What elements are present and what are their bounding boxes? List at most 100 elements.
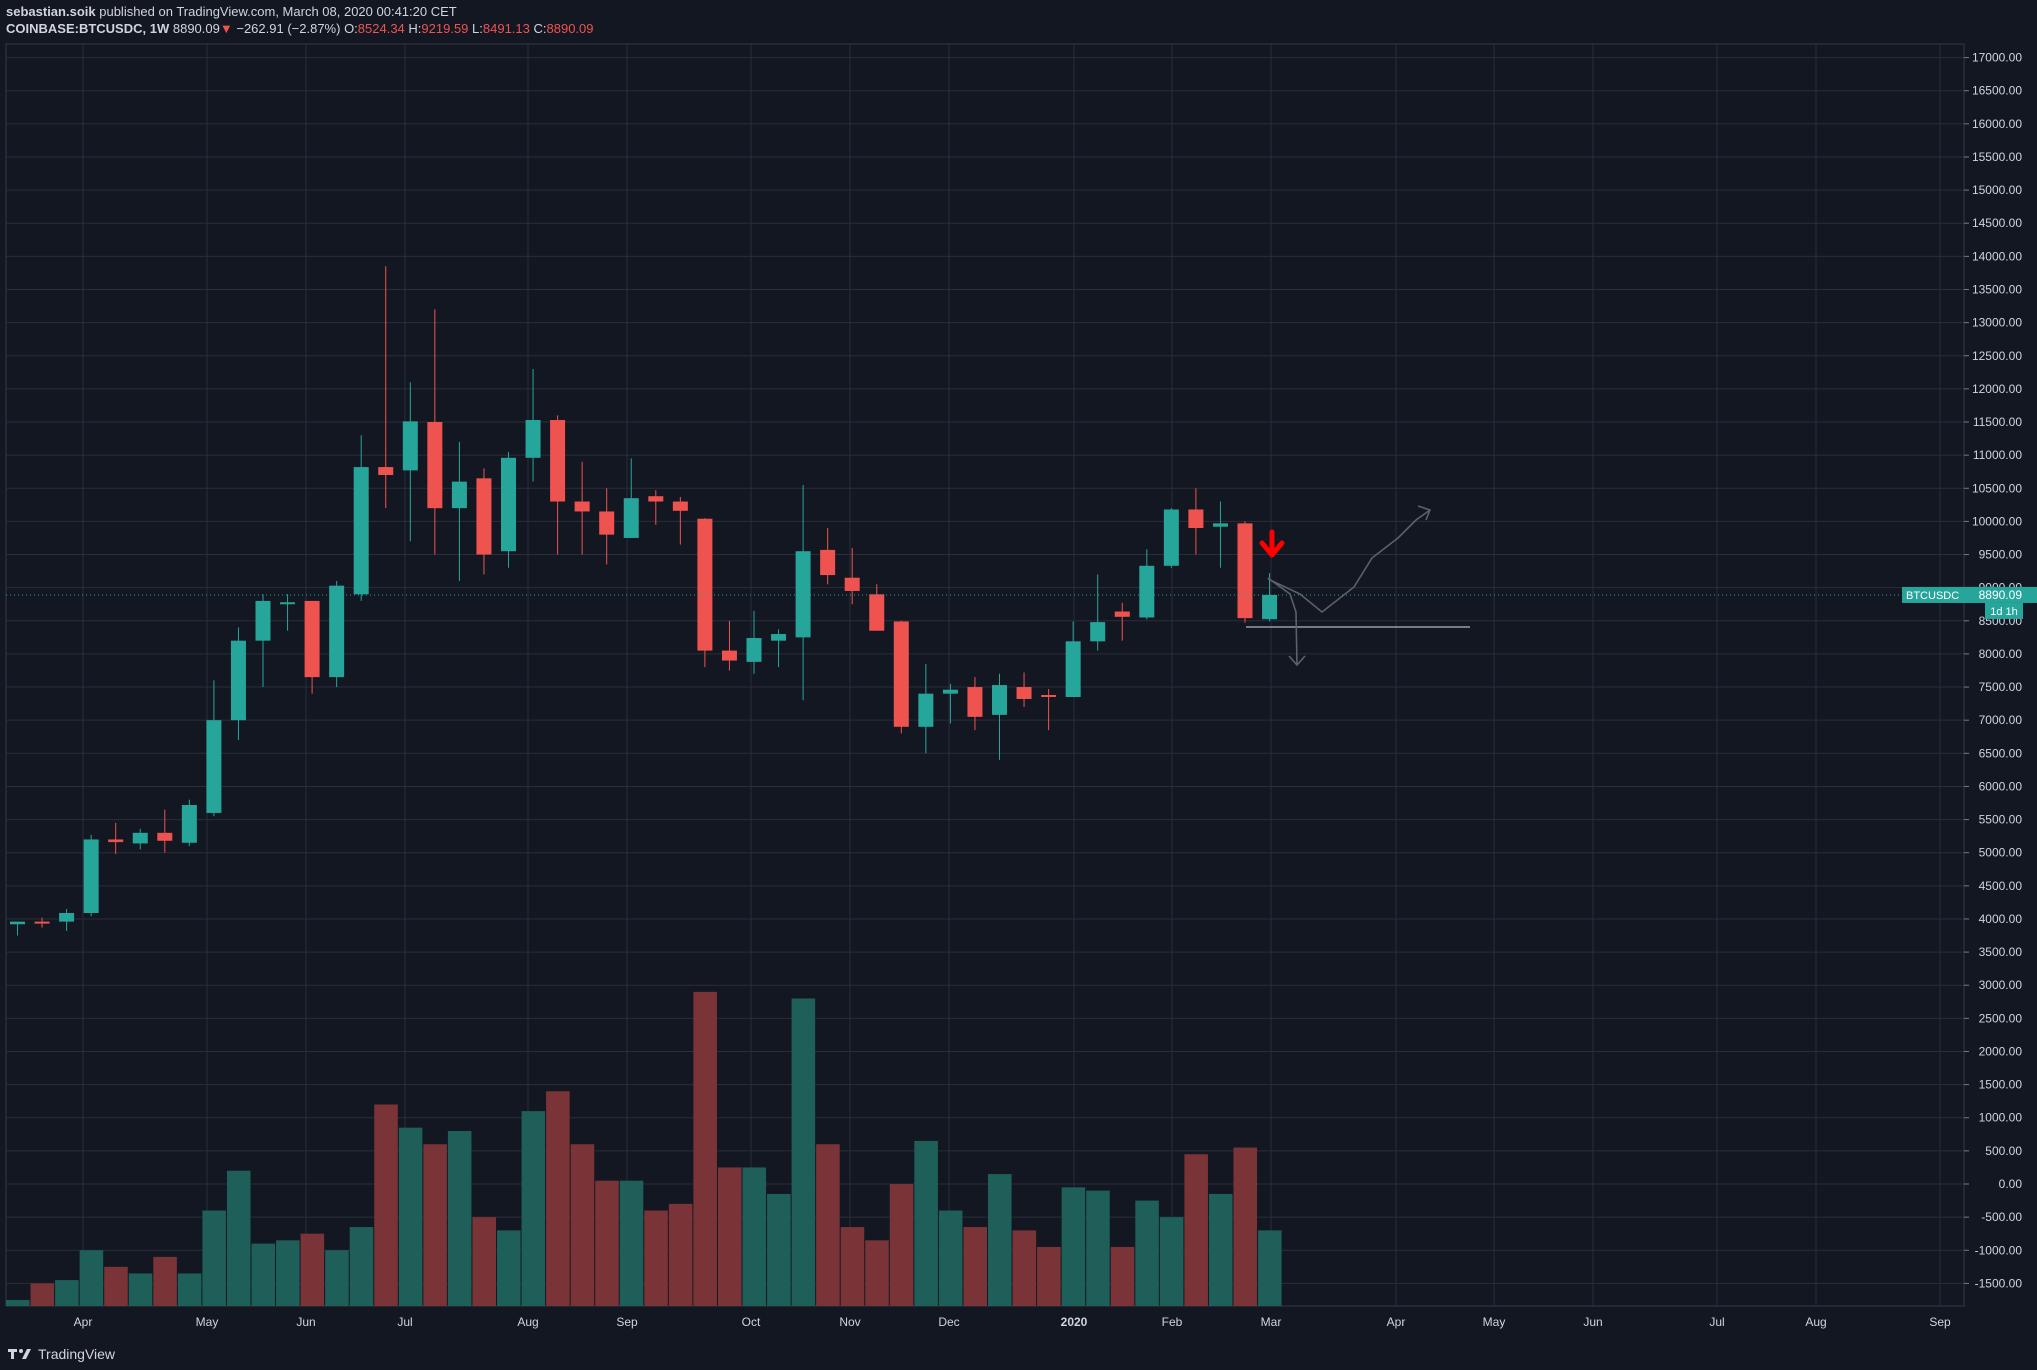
volume-bar[interactable] xyxy=(226,1170,251,1306)
volume-bar[interactable] xyxy=(55,1280,79,1306)
candle-body[interactable] xyxy=(721,650,737,661)
volume-bar[interactable] xyxy=(1135,1200,1159,1306)
volume-bar[interactable] xyxy=(988,1174,1012,1306)
tradingview-brand[interactable]: TradingView xyxy=(38,1346,116,1362)
candle-body[interactable] xyxy=(1163,509,1179,566)
candle-body[interactable] xyxy=(1188,509,1204,529)
candle-body[interactable] xyxy=(1016,687,1032,699)
volume-bar[interactable] xyxy=(816,1144,840,1306)
volume-bar[interactable] xyxy=(300,1233,325,1306)
volume-bar[interactable] xyxy=(472,1217,496,1306)
volume-bar[interactable] xyxy=(128,1273,153,1306)
candle-body[interactable] xyxy=(967,687,983,717)
volume-bar[interactable] xyxy=(1258,1230,1282,1306)
candle-body[interactable] xyxy=(157,832,173,841)
volume-bar[interactable] xyxy=(1159,1217,1184,1306)
candle-body[interactable] xyxy=(451,481,467,509)
volume-bar[interactable] xyxy=(717,1167,742,1306)
author-name[interactable]: sebastian.soik xyxy=(6,4,96,19)
volume-bar[interactable] xyxy=(6,1299,30,1306)
volume-bar[interactable] xyxy=(423,1144,447,1306)
bullish-projection-path[interactable] xyxy=(1267,505,1432,614)
volume-bar[interactable] xyxy=(398,1127,423,1306)
candle-body[interactable] xyxy=(648,496,664,502)
candle-body[interactable] xyxy=(795,551,811,638)
candle-body[interactable] xyxy=(476,478,492,555)
tradingview-logo-icon[interactable] xyxy=(8,1347,32,1361)
volume-bar[interactable] xyxy=(742,1167,767,1306)
volume-bar[interactable] xyxy=(865,1240,889,1306)
candle-body[interactable] xyxy=(992,685,1007,715)
candle-body[interactable] xyxy=(820,549,836,576)
red-down-arrow-icon[interactable] xyxy=(1259,529,1285,558)
volume-bar[interactable] xyxy=(325,1250,349,1306)
volume-bar[interactable] xyxy=(546,1091,570,1306)
candle-body[interactable] xyxy=(869,594,885,631)
candle-body[interactable] xyxy=(402,421,418,471)
volume-bar[interactable] xyxy=(938,1210,963,1306)
volume-bar[interactable] xyxy=(1037,1246,1061,1306)
symbol-label[interactable]: COINBASE:BTCUSDC, 1W xyxy=(6,21,170,36)
volume-bar[interactable] xyxy=(1110,1246,1135,1306)
candle-body[interactable] xyxy=(746,638,762,662)
volume-bar[interactable] xyxy=(447,1130,472,1306)
volume-bar[interactable] xyxy=(1061,1187,1086,1306)
volume-bar[interactable] xyxy=(595,1180,619,1306)
volume-bar[interactable] xyxy=(791,998,816,1306)
candle-body[interactable] xyxy=(108,839,124,843)
volume-bar[interactable] xyxy=(668,1203,693,1306)
bearish-projection-path[interactable] xyxy=(1267,577,1306,667)
volume-bar[interactable] xyxy=(914,1140,938,1306)
volume-bar[interactable] xyxy=(276,1240,300,1306)
candle-body[interactable] xyxy=(206,720,222,813)
candle-body[interactable] xyxy=(623,498,639,538)
volume-bar[interactable] xyxy=(619,1180,644,1306)
volume-bar[interactable] xyxy=(1233,1147,1258,1306)
volume-bar[interactable] xyxy=(177,1273,202,1306)
volume-bar[interactable] xyxy=(202,1210,226,1306)
candle-body[interactable] xyxy=(525,420,541,458)
candle-body[interactable] xyxy=(132,832,148,844)
candle-body[interactable] xyxy=(574,501,590,512)
volume-bar[interactable] xyxy=(693,991,717,1306)
volume-bar[interactable] xyxy=(104,1266,128,1306)
volume-bar[interactable] xyxy=(767,1193,791,1306)
volume-bar[interactable] xyxy=(521,1111,546,1306)
volume-bar[interactable] xyxy=(570,1144,595,1306)
candle-body[interactable] xyxy=(353,467,369,595)
volume-bar[interactable] xyxy=(963,1227,987,1306)
candle-body[interactable] xyxy=(255,600,271,641)
candle-body[interactable] xyxy=(1114,611,1130,617)
candle-body[interactable] xyxy=(942,689,958,694)
candle-body[interactable] xyxy=(672,501,688,511)
candle-body[interactable] xyxy=(1041,695,1057,698)
candle-body[interactable] xyxy=(1065,641,1081,697)
candle-body[interactable] xyxy=(304,600,320,678)
candle-body[interactable] xyxy=(1212,523,1228,527)
candle-body[interactable] xyxy=(918,693,934,727)
volume-bar[interactable] xyxy=(889,1184,914,1306)
candle-body[interactable] xyxy=(501,457,516,552)
candle-body[interactable] xyxy=(59,912,75,922)
candle-body[interactable] xyxy=(771,634,787,641)
volume-bar[interactable] xyxy=(644,1210,668,1306)
volume-bar[interactable] xyxy=(153,1256,177,1306)
candle-body[interactable] xyxy=(1237,523,1253,619)
candle-body[interactable] xyxy=(83,839,99,913)
candle-body[interactable] xyxy=(550,420,566,502)
volume-bar[interactable] xyxy=(1184,1154,1208,1306)
volume-bar[interactable] xyxy=(1208,1193,1233,1306)
candle-body[interactable] xyxy=(329,585,345,678)
candle-body[interactable] xyxy=(230,640,246,721)
volume-bar[interactable] xyxy=(497,1230,521,1306)
volume-bar[interactable] xyxy=(79,1250,104,1306)
volume-bar[interactable] xyxy=(30,1283,55,1306)
volume-bar[interactable] xyxy=(374,1104,398,1306)
volume-bar[interactable] xyxy=(349,1227,374,1306)
volume-bar[interactable] xyxy=(840,1227,865,1306)
candle-body[interactable] xyxy=(181,804,197,843)
candle-body[interactable] xyxy=(10,921,25,925)
candle-body[interactable] xyxy=(1262,594,1278,620)
candle-body[interactable] xyxy=(378,467,394,476)
